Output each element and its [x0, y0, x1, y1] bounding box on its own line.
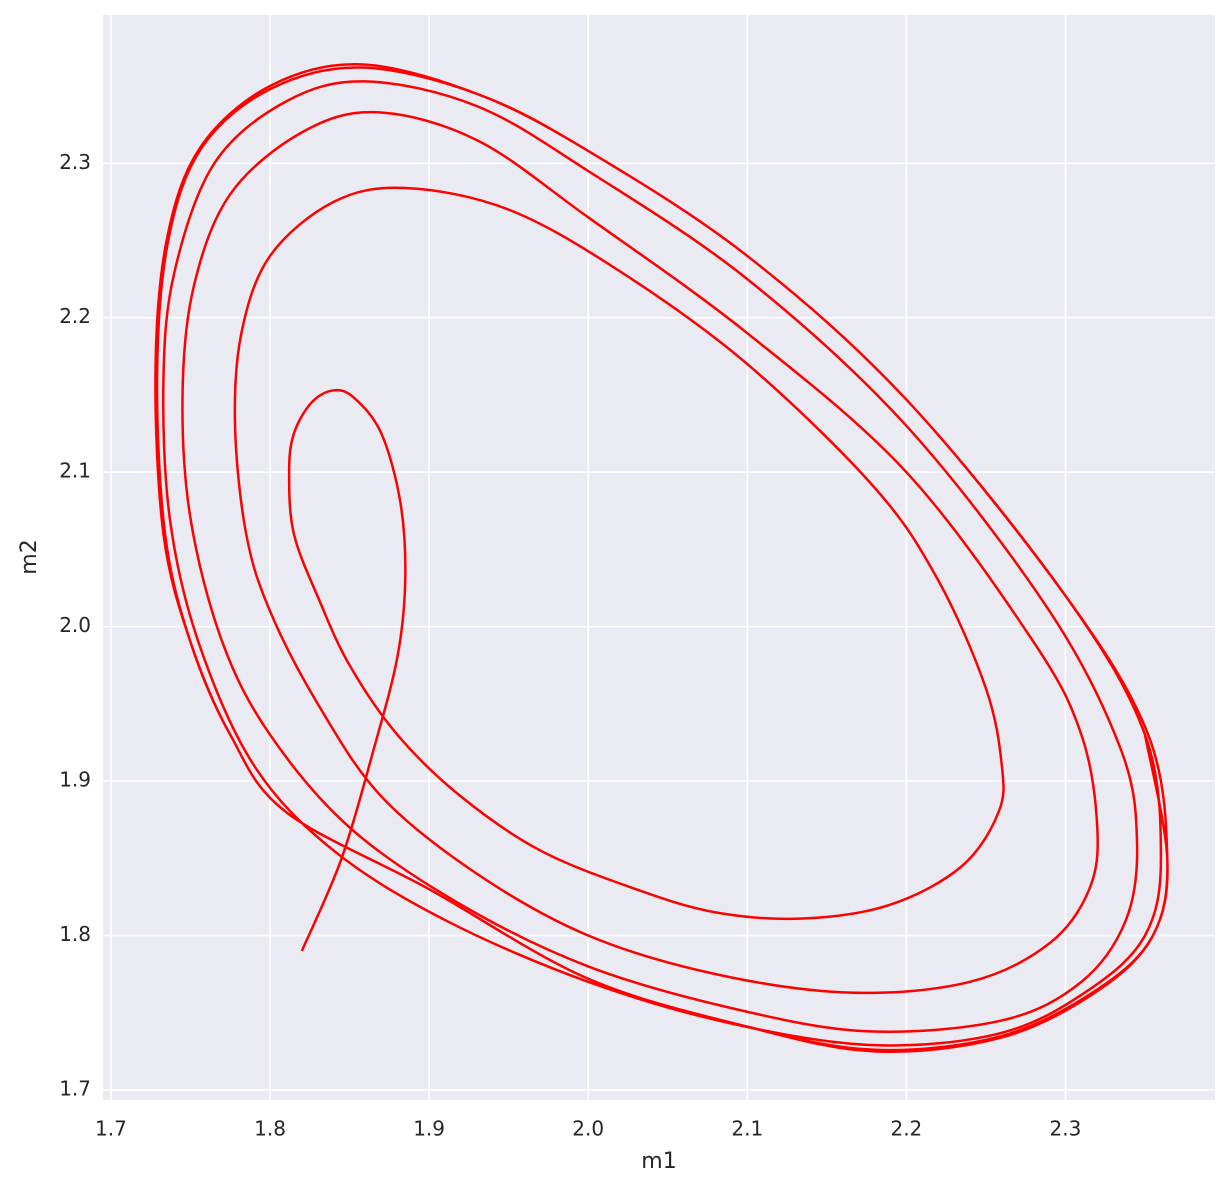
- plot-area: [103, 15, 1215, 1100]
- y-tick-label: 1.9: [59, 768, 91, 792]
- x-tick-label: 2.2: [890, 1117, 922, 1141]
- x-tick-label: 2.1: [731, 1117, 763, 1141]
- x-tick-label: 1.8: [254, 1117, 286, 1141]
- y-tick-label: 2.2: [59, 304, 91, 328]
- y-tick-label: 2.1: [59, 459, 91, 483]
- y-tick-label: 1.7: [59, 1076, 91, 1100]
- trajectory-line: [154, 63, 1169, 1053]
- x-tick-label: 2.0: [572, 1117, 604, 1141]
- x-tick-label: 1.9: [413, 1117, 445, 1141]
- y-tick-label: 1.8: [59, 922, 91, 946]
- y-tick-label: 2.3: [59, 150, 91, 174]
- y-axis-label: m2: [17, 539, 42, 574]
- y-tick-label: 2.0: [59, 613, 91, 637]
- x-tick-label: 1.7: [95, 1117, 127, 1141]
- x-axis-label: m1: [641, 1149, 676, 1174]
- x-tick-label: 2.3: [1050, 1117, 1082, 1141]
